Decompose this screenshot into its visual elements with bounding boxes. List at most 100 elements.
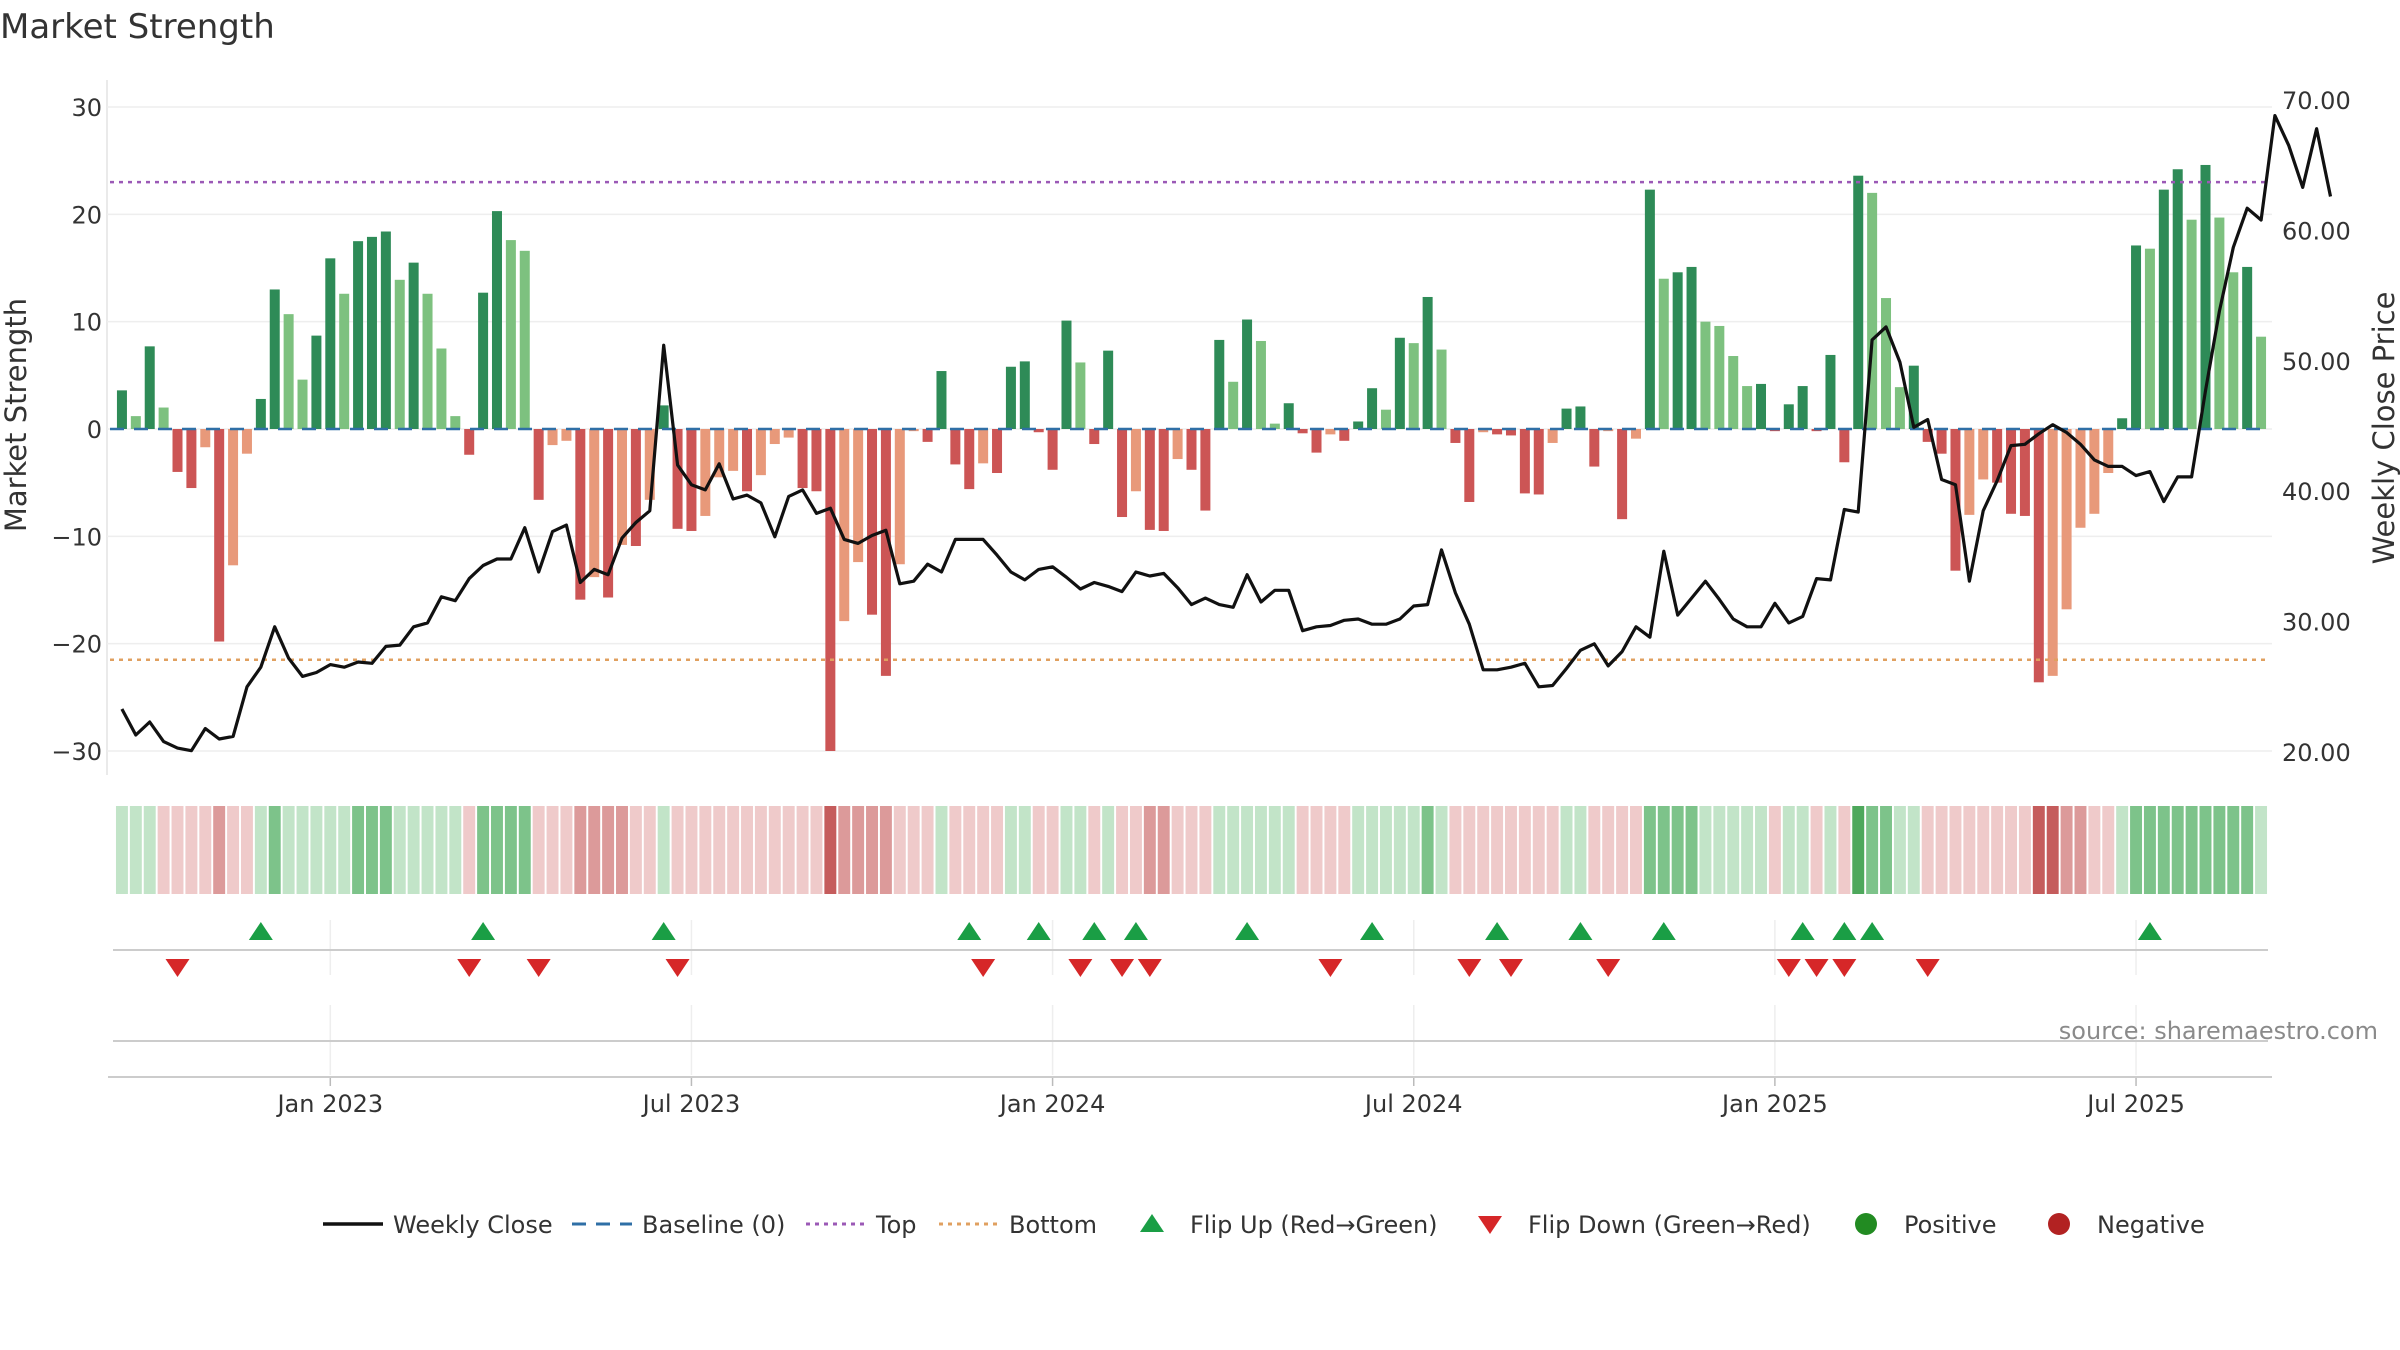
strength-heat-cell (1032, 806, 1045, 894)
strength-bar (1339, 429, 1350, 441)
strength-heat-cell (365, 806, 378, 894)
strength-bar (2200, 164, 2211, 429)
strength-bar (2172, 169, 2183, 429)
strength-heat-cell (2074, 806, 2087, 894)
strength-bar (1881, 298, 1892, 429)
strength-heat-cell (588, 806, 601, 894)
strength-bar (450, 416, 461, 429)
flip-down-marker (165, 959, 190, 977)
legend-swatch-triangle-up (1140, 1214, 1164, 1232)
strength-heat-cell (1185, 806, 1198, 894)
strength-heat-cell (185, 806, 198, 894)
strength-heat-cell (2255, 806, 2268, 894)
strength-bar (2242, 266, 2253, 429)
strength-bar (1158, 429, 1169, 531)
x-tick-label: Jan 2023 (275, 1090, 383, 1118)
strength-heat-cell (1963, 806, 1976, 894)
strength-bar (561, 429, 572, 441)
flip-down-marker (1137, 959, 1162, 977)
y2-tick-label: 40.00 (2282, 478, 2351, 506)
strength-bar (1894, 387, 1905, 429)
strength-heat-cell (157, 806, 170, 894)
flip-up-marker (1651, 922, 1676, 940)
strength-heat-cell (1477, 806, 1490, 894)
strength-heat-cell (671, 806, 684, 894)
strength-heat-cell (1602, 806, 1615, 894)
strength-heat-cell (2199, 806, 2212, 894)
strength-bar (978, 429, 989, 464)
strength-heat-cell (1324, 806, 1337, 894)
strength-heat-cell (171, 806, 184, 894)
strength-bar (950, 429, 961, 465)
strength-heat-cell (477, 806, 490, 894)
strength-bar (436, 348, 447, 429)
flip-down-marker (1068, 959, 1093, 977)
strength-bar (1867, 192, 1878, 429)
strength-bar (880, 429, 891, 676)
strength-bar (1103, 350, 1114, 429)
strength-heat-cell (1852, 806, 1865, 894)
strength-heat-cell (1518, 806, 1531, 894)
y-tick-label: −20 (51, 631, 102, 659)
strength-bar (603, 429, 614, 598)
strength-heat-cell (1268, 806, 1281, 894)
y-tick-label: 10 (71, 309, 102, 337)
strength-heat-cell (866, 806, 878, 894)
strength-heat-cell (463, 806, 476, 894)
strength-heat-cell (1560, 806, 1573, 894)
strength-bar (2117, 418, 2128, 429)
strength-bar (742, 429, 753, 492)
strength-bar (922, 429, 933, 442)
legend-swatch-circle (2048, 1213, 2070, 1235)
strength-bar (2075, 429, 2086, 528)
strength-heat-cell (324, 806, 337, 894)
strength-bar (116, 390, 127, 429)
strength-heat-cell (616, 806, 628, 894)
strength-heat-cell (2227, 806, 2240, 894)
strength-bar (1380, 409, 1391, 429)
strength-heat-cell (893, 806, 906, 894)
strength-heat-cell (407, 806, 420, 894)
strength-heat-cell (643, 806, 656, 894)
flip-up-marker (957, 922, 982, 940)
flip-down-marker (1804, 959, 1829, 977)
strength-heat-cell (1435, 806, 1448, 894)
strength-bar (1172, 429, 1183, 460)
legend-label: Baseline (0) (642, 1211, 785, 1239)
strength-bar (1325, 429, 1336, 435)
strength-bar (325, 258, 336, 429)
strength-heat-cell (532, 806, 545, 894)
strength-heat-cell (907, 806, 920, 894)
legend-swatch-circle (1855, 1213, 1877, 1235)
strength-heat-cell (685, 806, 698, 894)
strength-bar (1019, 361, 1030, 429)
strength-bar (2033, 429, 2044, 683)
strength-heat-cell (1796, 806, 1809, 894)
strength-bar (1436, 349, 1447, 429)
strength-heat-cell (810, 806, 823, 894)
strength-bar (658, 405, 669, 429)
strength-bar (228, 429, 239, 566)
strength-heat-cell (1824, 806, 1837, 894)
strength-bar (2061, 429, 2072, 610)
flip-up-marker (1082, 922, 1107, 940)
strength-heat-cell (129, 806, 142, 894)
chart-legend: Weekly Close Baseline (0) Top Bottom Flip Up… (323, 1211, 2205, 1239)
strength-bar (214, 429, 225, 642)
x-tick-label: Jul 2024 (1363, 1090, 1463, 1118)
strength-heat-cell (1421, 806, 1434, 894)
strength-heat-cell (1755, 806, 1767, 894)
strength-bar (241, 429, 252, 454)
strength-heat-cell (2213, 806, 2226, 894)
strength-heat-cell (1866, 806, 1879, 894)
y-tick-label: 30 (71, 94, 102, 122)
strength-bar (1047, 429, 1058, 470)
strength-heat-cell (2088, 806, 2101, 894)
strength-bar (144, 346, 155, 429)
strength-heat-cell (1893, 806, 1906, 894)
flip-down-marker (1832, 959, 1857, 977)
x-tick-label: Jul 2023 (641, 1090, 741, 1118)
strength-heat-cell (2060, 806, 2073, 894)
strength-heat-cell (879, 806, 892, 894)
flip-down-marker (1596, 959, 1621, 977)
